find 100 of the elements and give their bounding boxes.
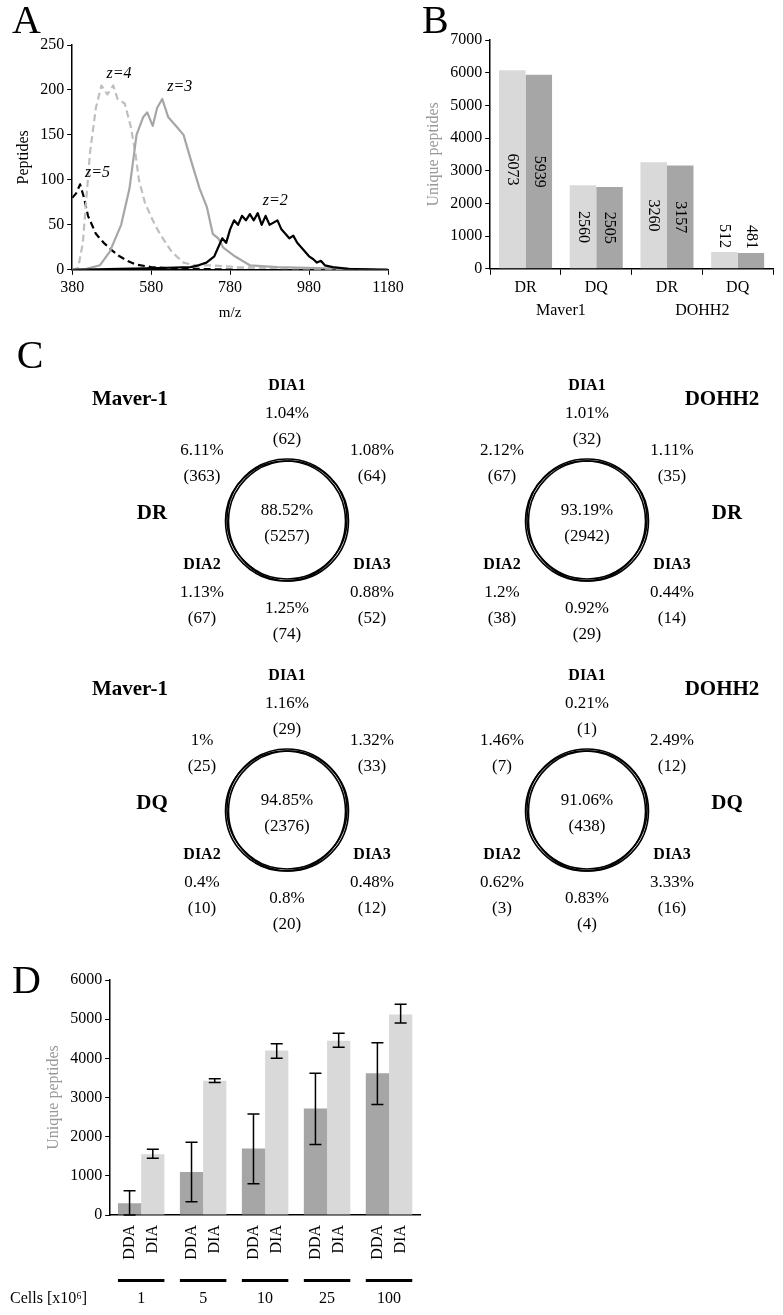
y-tick-label: 150 [40, 125, 65, 143]
text: 6.11% (363) [180, 439, 224, 485]
bar [365, 1073, 390, 1215]
y-tick-label: 3000 [450, 160, 483, 178]
text: 0.4% (10) [184, 871, 220, 917]
y-tick-label: 5000 [450, 95, 483, 113]
bar [525, 74, 553, 269]
text: DR [136, 500, 168, 524]
bar [241, 1148, 266, 1215]
text: 1.25% (74) [265, 597, 309, 643]
y-tick-label: 3000 [70, 1087, 103, 1105]
bar [596, 186, 623, 269]
text: 91.06% (438) [560, 789, 614, 835]
text: DIA [143, 1224, 160, 1254]
bar [499, 70, 526, 269]
text: 88.52% (5257) [260, 499, 314, 545]
data-label: 3260 [646, 199, 664, 232]
y-tick-label: 100 [40, 170, 65, 188]
y-tick-label: 2000 [450, 193, 483, 211]
y-tick-label: 5000 [70, 1009, 103, 1027]
y-tick-label: 1000 [70, 1166, 103, 1184]
x-tick-label: DR [514, 277, 537, 295]
text: 0.92% (29) [565, 597, 609, 643]
text: DDA [367, 1225, 385, 1260]
text: Maver-1 [91, 676, 169, 700]
bar [389, 1014, 413, 1215]
bar [265, 1050, 289, 1215]
text: 1.2% (38) [484, 581, 520, 627]
data-label: 512 [717, 224, 735, 249]
text: DQ [711, 790, 743, 814]
text: DDA [243, 1225, 261, 1260]
text: 2.12% (67) [480, 439, 524, 485]
y-tick-label: 6000 [70, 970, 103, 988]
y-tick-label: 200 [40, 80, 65, 98]
text: 3.33% (16) [650, 871, 694, 917]
category-label: DIA3 [653, 554, 691, 572]
x-tick-label: 5 [199, 1289, 208, 1307]
category-label: DIA1 [268, 375, 306, 393]
y-axis-title: Unique peptides [43, 1045, 62, 1150]
category-label: DIA1 [568, 665, 606, 683]
text: Maver-1 [91, 386, 169, 410]
text: 0.88% (52) [350, 581, 394, 627]
text: DIA [266, 1225, 284, 1254]
y-tick-label: 1000 [450, 226, 483, 244]
x-axis-title: Cells [x10⁶] [10, 1289, 88, 1307]
series-label: z=3 [166, 77, 193, 95]
data-label: 5939 [531, 155, 549, 188]
category-label: DIA1 [268, 665, 306, 683]
x-tick-label: DQ [584, 277, 609, 295]
x-tick-label: 780 [218, 277, 243, 295]
y-tick-label: 4000 [70, 1048, 103, 1066]
text: 1.32% (33) [350, 729, 394, 775]
x-tick-label: 1180 [372, 277, 404, 295]
x-tick-label: 1 [137, 1289, 146, 1307]
text: DDA [119, 1224, 137, 1260]
text: 0.48% (12) [350, 871, 394, 917]
x-axis-title: m/z [218, 303, 242, 320]
y-tick-label: 7000 [450, 30, 483, 48]
text: DIA [390, 1225, 408, 1254]
series-label: z=5 [84, 162, 111, 180]
text: 2.49% (12) [650, 729, 694, 775]
x-tick-label: 380 [60, 277, 85, 295]
bar [117, 1203, 142, 1215]
category-label: DIA2 [183, 554, 221, 572]
text: 1.16% (29) [265, 692, 309, 738]
x-tick-label: 10 [257, 1289, 274, 1307]
text: DR [711, 500, 743, 524]
y-tick-label: 4000 [450, 128, 483, 146]
data-label: 2560 [575, 210, 593, 243]
text: 1% (25) [187, 729, 217, 775]
text: 0.83% (4) [565, 887, 609, 933]
x-tick-label: DR [655, 277, 679, 295]
text: DDA [305, 1225, 323, 1260]
category-label: DIA3 [653, 844, 691, 862]
x-tick-label: 980 [297, 277, 322, 295]
bar [141, 1154, 165, 1215]
bar [640, 162, 667, 269]
category-label: DIA1 [568, 375, 606, 393]
text: 0.62% (3) [480, 871, 524, 917]
bar [666, 165, 694, 269]
text: 93.19% (2942) [560, 499, 614, 545]
text: 1.01% (32) [565, 402, 609, 448]
y-tick-label: 50 [48, 215, 65, 233]
data-label: 481 [743, 225, 761, 250]
text: DDA [181, 1225, 199, 1260]
chart-title: A [12, 0, 41, 42]
series-label: z=4 [105, 63, 132, 81]
text: 1.13% (67) [180, 581, 224, 627]
y-tick-label: 0 [56, 260, 65, 277]
data-label: 6073 [505, 153, 523, 186]
y-tick-label: 6000 [450, 62, 483, 80]
text: 94.85% (2376) [260, 789, 314, 835]
bar [737, 253, 765, 269]
chart-title: B [422, 0, 449, 42]
y-axis-title: Peptides [13, 130, 32, 185]
text: 0.21% (1) [565, 692, 609, 738]
y-tick-label: 0 [474, 259, 483, 276]
category-label: DIA3 [353, 554, 391, 572]
chart-title: D [12, 956, 41, 1002]
text: Maver1 [536, 301, 586, 318]
